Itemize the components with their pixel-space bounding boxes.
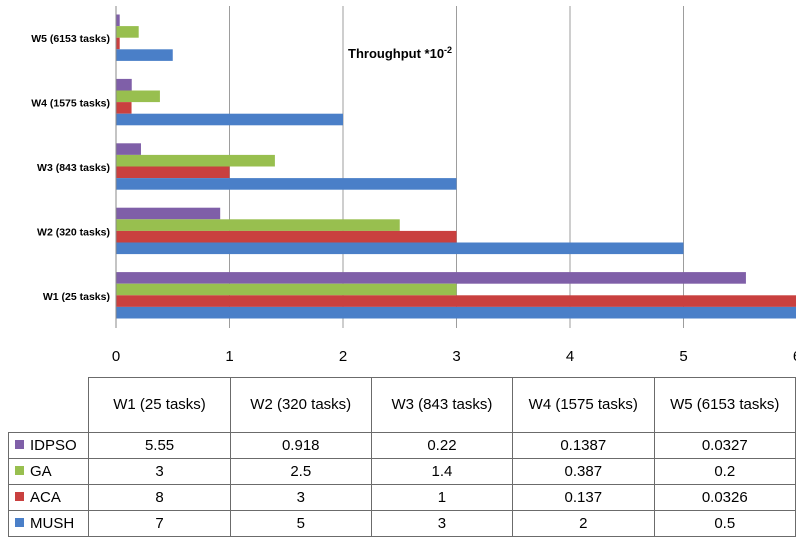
bar-aca-w5 [116, 37, 120, 50]
bar-mush-w2 [116, 242, 684, 255]
series-name-ga: GA [30, 462, 52, 480]
bar-ga-w3 [116, 154, 275, 167]
table-row-ga: GA 3 2.5 1.4 0.387 0.2 [7, 458, 796, 485]
bar-aca-w2 [116, 230, 457, 243]
bar-ga-w4 [116, 90, 160, 103]
table-header-w2: W2 (320 tasks) [229, 377, 372, 433]
table-cell: 2.5 [229, 458, 372, 485]
category-labels: W1 (25 tasks) W2 (320 tasks) W3 (843 tasks… [31, 33, 110, 303]
table-cell: 2 [512, 510, 655, 537]
table-cell: 0.137 [512, 484, 655, 511]
bar-ga-w5 [116, 26, 139, 38]
table-row-mush: MUSH 7 5 3 2 0.5 [7, 510, 796, 537]
chart-title: Throughput *10-2 [348, 45, 452, 61]
throughput-bar-chart: W1 (25 tasks) W2 (320 tasks) W3 (843 tasks… [31, 6, 796, 365]
table-cell: 0.0326 [653, 484, 796, 511]
table-cell: 0.1387 [512, 432, 655, 459]
series-name-aca: ACA [30, 488, 61, 506]
bars [116, 14, 796, 319]
table-cell: 0.2 [653, 458, 796, 485]
bar-ga-w2 [116, 219, 400, 231]
x-tick-label: 3 [452, 348, 460, 365]
bar-idpso-w1 [116, 272, 746, 284]
table-header-row: W1 (25 tasks) W2 (320 tasks) W3 (843 tas… [8, 377, 796, 433]
x-tick-label: 4 [566, 348, 574, 365]
table-cell: 0.387 [512, 458, 655, 485]
legend-swatch-mush [15, 518, 24, 528]
table-cell: 5 [229, 510, 372, 537]
series-legend-ga: GA [7, 458, 90, 485]
table-header-w4: W4 (1575 tasks) [512, 377, 655, 433]
bar-aca-w1 [116, 295, 796, 307]
bar-mush-w3 [116, 178, 457, 190]
bar-idpso-w4 [116, 78, 132, 91]
x-tick-label: 6 [793, 348, 796, 365]
bar-aca-w3 [116, 166, 230, 179]
table-row-aca: ACA 8 3 1 0.137 0.0326 [7, 484, 796, 511]
table-header-w3: W3 (843 tasks) [370, 377, 514, 433]
table-cell: 3 [88, 458, 231, 485]
table-cell: 0.22 [370, 432, 514, 459]
bar-mush-w4 [116, 113, 343, 126]
bar-mush-w1 [116, 306, 796, 319]
bar-idpso-w3 [116, 143, 141, 155]
table-cell: 8 [88, 484, 231, 511]
legend-swatch-idpso [15, 440, 24, 450]
x-tick-labels: 0 1 2 3 4 5 6 [112, 348, 796, 365]
x-tick-label: 0 [112, 348, 120, 365]
table-cell: 1.4 [370, 458, 514, 485]
x-tick-label: 2 [339, 348, 347, 365]
bar-idpso-w2 [116, 207, 221, 220]
legend-swatch-aca [15, 492, 24, 502]
series-legend-idpso: IDPSO [7, 432, 90, 459]
table-header-w1: W1 (25 tasks) [88, 377, 231, 433]
table-header-w5: W5 (6153 tasks) [653, 377, 796, 433]
category-label: W2 (320 tasks) [37, 226, 110, 238]
table-corner [8, 377, 90, 433]
table-cell: 7 [88, 510, 231, 537]
bar-aca-w4 [116, 102, 132, 114]
x-tick-label: 1 [225, 348, 233, 365]
legend-swatch-ga [15, 466, 24, 476]
bar-mush-w5 [116, 49, 173, 61]
category-label: W3 (843 tasks) [37, 162, 110, 174]
table-cell: 3 [370, 510, 514, 537]
bar-ga-w1 [116, 283, 457, 296]
table-cell: 0.918 [229, 432, 372, 459]
category-label: W5 (6153 tasks) [31, 33, 110, 45]
table-cell: 0.5 [653, 510, 796, 537]
x-tick-label: 5 [679, 348, 687, 365]
table-cell: 1 [370, 484, 514, 511]
bar-idpso-w5 [116, 14, 120, 27]
chart-title-main: Throughput *10 [348, 46, 444, 61]
table-cell: 3 [229, 484, 372, 511]
table-row-idpso: IDPSO 5.55 0.918 0.22 0.1387 0.0327 [7, 432, 796, 459]
series-name-mush: MUSH [30, 514, 75, 532]
table-cell: 0.0327 [653, 432, 796, 459]
category-label: W4 (1575 tasks) [31, 98, 110, 110]
chart-title-superscript: -2 [444, 45, 452, 55]
series-legend-aca: ACA [7, 484, 90, 511]
table-cell: 5.55 [88, 432, 231, 459]
category-label: W1 (25 tasks) [43, 291, 110, 303]
series-name-idpso: IDPSO [30, 436, 77, 454]
series-legend-mush: MUSH [7, 510, 90, 537]
data-table: W1 (25 tasks) W2 (320 tasks) W3 (843 tas… [7, 377, 796, 537]
